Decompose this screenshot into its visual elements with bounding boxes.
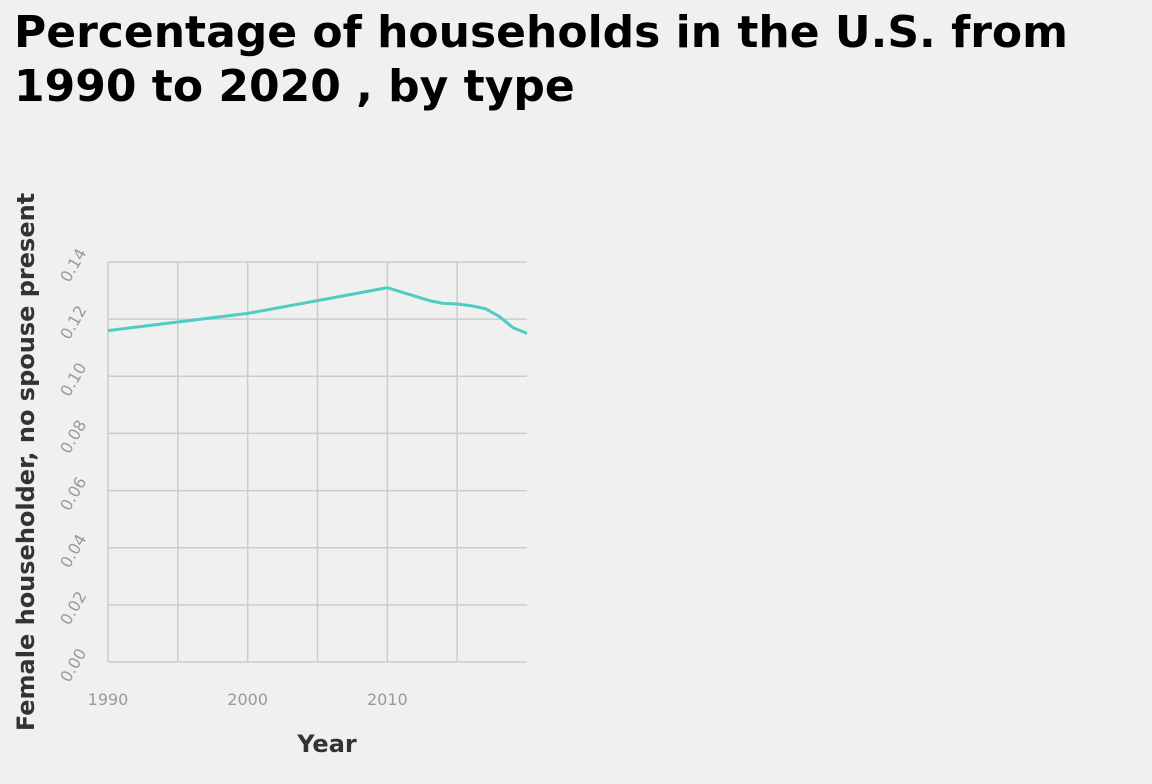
x-tick-labels: 1990 2000 2010 <box>88 690 408 709</box>
y-axis-title: Female householder, no spouse present <box>12 193 40 731</box>
x-axis-title: Year <box>296 730 357 758</box>
y-tick-label: 0.08 <box>56 417 90 457</box>
y-tick-label: 0.14 <box>56 245 90 285</box>
grid-lines <box>107 261 527 663</box>
chart-title: Percentage of households in the U.S. fro… <box>14 7 1068 112</box>
y-tick-labels: 0.00 0.02 0.04 0.06 0.08 0.10 0.12 0.14 <box>56 245 90 685</box>
y-tick-label: 0.02 <box>56 588 90 628</box>
x-tick-label: 2010 <box>367 690 408 709</box>
y-tick-label: 0.04 <box>56 531 90 571</box>
series-line <box>107 286 528 335</box>
x-tick-label: 1990 <box>88 690 129 709</box>
series-group <box>107 286 528 335</box>
y-tick-label: 0.12 <box>56 302 90 342</box>
y-tick-label: 0.10 <box>56 359 90 399</box>
x-tick-label: 2000 <box>227 690 268 709</box>
y-tick-label: 0.00 <box>56 645 90 685</box>
y-tick-label: 0.06 <box>56 474 90 514</box>
